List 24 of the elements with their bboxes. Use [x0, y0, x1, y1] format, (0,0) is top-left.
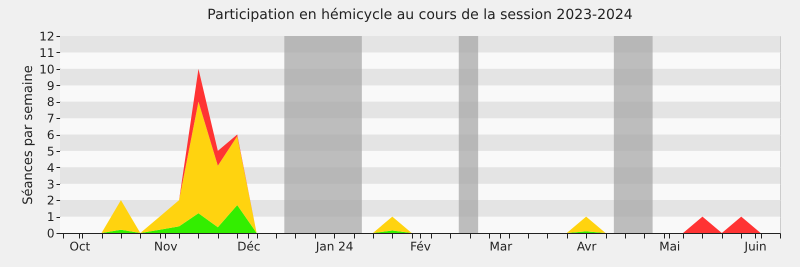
y-tick-label: 11: [39, 46, 54, 60]
y-tick-label: 1: [46, 210, 54, 224]
y-tick-label: 4: [46, 160, 54, 175]
y-tick-label: 0: [46, 226, 54, 240]
y-tick-label: 3: [46, 177, 54, 192]
x-tick-label: Mai: [659, 240, 680, 254]
x-tick-label: Juin: [744, 240, 767, 254]
x-tick-label: Nov: [154, 240, 178, 254]
chart-title: Participation en hémicycle au cours de la session 2023-2024: [207, 7, 633, 23]
x-tick-label: Déc: [237, 240, 260, 254]
y-tick-label: 5: [46, 144, 54, 158]
y-axis-title: Séances par semaine: [21, 65, 36, 205]
x-tick-label: Fév: [410, 240, 431, 254]
y-tick-label: 7: [46, 112, 54, 126]
y-tick-label: 9: [46, 78, 54, 93]
x-tick-label: Avr: [576, 240, 596, 254]
y-tick-label: 2: [46, 194, 54, 208]
x-tick-label: Oct: [70, 240, 91, 254]
y-tick-label: 12: [39, 30, 54, 44]
y-tick-label: 8: [46, 95, 54, 110]
x-tick-label: Jan 24: [314, 240, 354, 254]
x-tick-label: Mar: [489, 240, 512, 254]
y-tick-label: 6: [46, 128, 54, 142]
y-tick-label: 10: [39, 62, 54, 76]
